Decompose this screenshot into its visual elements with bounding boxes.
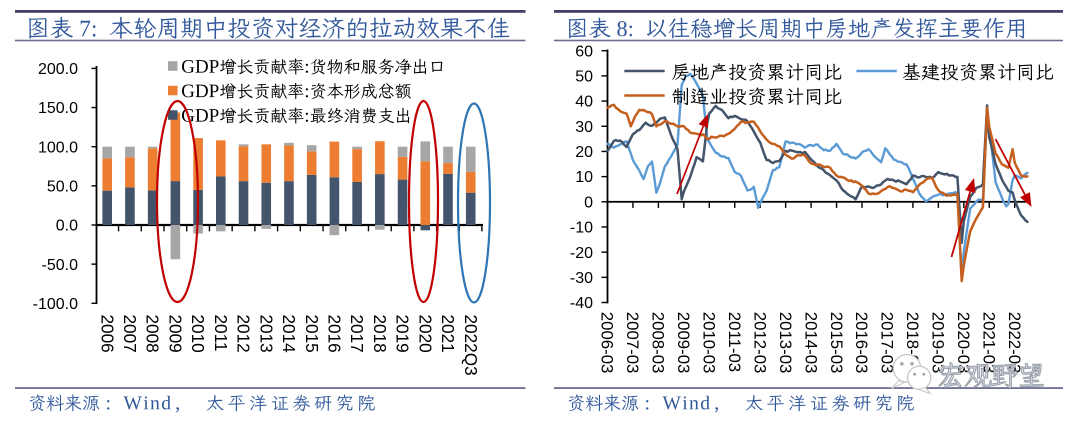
svg-text:2018: 2018 — [370, 315, 390, 353]
svg-text:2007: 2007 — [120, 315, 140, 353]
svg-text:2019: 2019 — [393, 315, 413, 353]
svg-text:2016: 2016 — [325, 315, 345, 353]
svg-text:2014: 2014 — [279, 315, 299, 354]
svg-text:-40: -40 — [570, 295, 593, 312]
svg-text:2013-03: 2013-03 — [776, 312, 795, 374]
svg-text:2022Q3: 2022Q3 — [461, 315, 481, 376]
svg-text:2009-03: 2009-03 — [674, 312, 693, 374]
svg-text:-30: -30 — [570, 270, 593, 287]
svg-text:60: 60 — [575, 43, 593, 60]
svg-text:-100.0: -100.0 — [33, 296, 78, 313]
svg-text:2006-03: 2006-03 — [598, 312, 617, 374]
svg-text:2020: 2020 — [415, 315, 435, 353]
svg-text:150.0: 150.0 — [38, 100, 78, 117]
svg-text:2017: 2017 — [347, 315, 367, 353]
svg-text:-20: -20 — [570, 245, 593, 262]
svg-text:50.0: 50.0 — [47, 178, 78, 195]
svg-text:2008-03: 2008-03 — [649, 312, 668, 374]
svg-text:40: 40 — [575, 94, 593, 111]
svg-text:2021-03: 2021-03 — [979, 312, 998, 374]
svg-text:20: 20 — [575, 144, 593, 161]
svg-text:50: 50 — [575, 69, 593, 86]
svg-text:10: 10 — [575, 169, 593, 186]
svg-text:2020-03: 2020-03 — [954, 312, 973, 374]
svg-text:100.0: 100.0 — [38, 139, 78, 156]
svg-text:2021: 2021 — [438, 315, 458, 353]
svg-text:2009: 2009 — [165, 315, 185, 353]
svg-text:2012-03: 2012-03 — [750, 312, 769, 374]
svg-text:-10: -10 — [570, 220, 593, 237]
svg-text:2013: 2013 — [256, 315, 276, 353]
svg-text:-50.0: -50.0 — [42, 257, 79, 274]
svg-text:2006: 2006 — [97, 315, 117, 353]
svg-text:2010-03: 2010-03 — [700, 312, 719, 374]
svg-text:2010: 2010 — [188, 315, 208, 353]
svg-text:2016-03: 2016-03 — [852, 312, 871, 374]
svg-text:2011: 2011 — [211, 315, 231, 352]
svg-text:2011-03: 2011-03 — [725, 312, 744, 372]
svg-text:200.0: 200.0 — [38, 61, 78, 78]
svg-text:2012: 2012 — [234, 315, 254, 353]
svg-text:2014-03: 2014-03 — [801, 312, 820, 374]
svg-text:0.0: 0.0 — [56, 218, 78, 235]
svg-text:2019-03: 2019-03 — [929, 312, 948, 374]
svg-text:2017-03: 2017-03 — [878, 312, 897, 374]
svg-text:2015: 2015 — [302, 315, 322, 353]
svg-text:2007-03: 2007-03 — [623, 312, 642, 374]
svg-text:2015-03: 2015-03 — [827, 312, 846, 374]
svg-text:30: 30 — [575, 119, 593, 136]
svg-text:2008: 2008 — [143, 315, 163, 353]
svg-text:2022-03: 2022-03 — [1005, 312, 1024, 374]
svg-text:0: 0 — [584, 194, 593, 211]
